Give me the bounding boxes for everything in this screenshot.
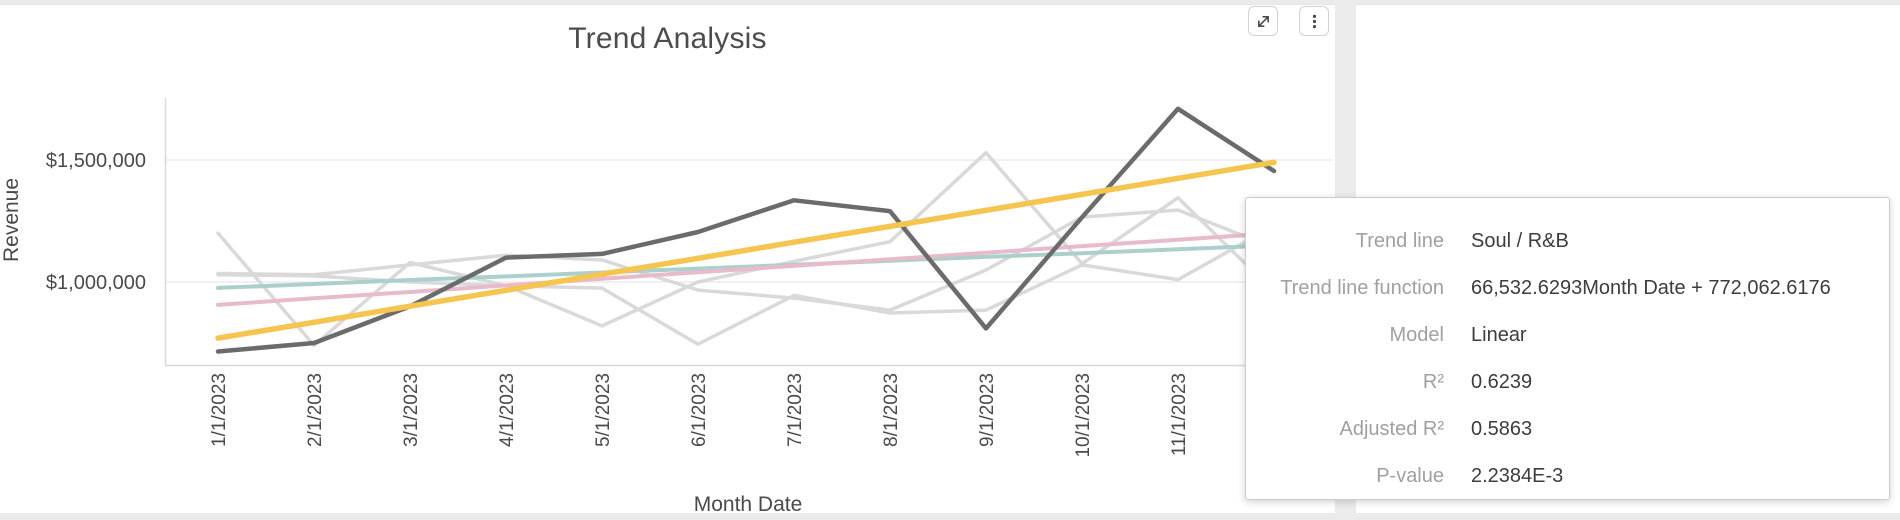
tooltip-row: Adjusted R² 0.5863 [1246,406,1889,453]
y-axis-title: Revenue [0,178,23,262]
x-tick-label: 11/1/2023 [1169,373,1190,456]
tooltip-value: Soul / R&B [1471,230,1569,252]
y-tick-label: $1,000,000 [46,272,146,294]
axes [164,98,1333,367]
tooltip-value: Linear [1471,324,1527,346]
tooltip-row: R² 0.6239 [1246,359,1889,406]
tooltip-label: P-value [1376,465,1444,487]
series-line-dimmed-2[interactable] [216,208,1276,312]
series-line-pink-trend[interactable] [216,231,1276,307]
trend-analysis-plot: $1,500,000 $1,000,000 Revenue Month Date… [0,98,1333,516]
expand-icon [1255,13,1272,30]
x-axis-title: Month Date [694,493,803,516]
more-options-button[interactable] [1299,6,1329,36]
chart-title: Trend Analysis [568,22,767,55]
x-tick-label: 5/1/2023 [593,373,614,447]
trend-analysis-card [0,4,1335,513]
x-tick-label: 4/1/2023 [497,373,518,447]
x-tick-label: 1/1/2023 [209,373,230,447]
tooltip-label: Adjusted R² [1339,418,1445,440]
x-tick-label: 7/1/2023 [785,373,806,447]
tooltip-label: R² [1422,371,1444,393]
gridlines [166,159,1333,283]
tooltip-row: Model Linear [1246,312,1889,359]
tooltip-value: 2.2384E-3 [1471,465,1564,487]
tooltip-value: 0.5863 [1471,418,1533,440]
series-lines [215,106,1277,354]
x-tick-label: 3/1/2023 [401,373,422,447]
series-line-soul-rnb-trend[interactable] [215,159,1277,341]
tooltip-row: P-value 2.2384E-3 [1246,453,1889,500]
series-line-soul-rnb[interactable] [215,106,1277,354]
x-tick-label: 10/1/2023 [1073,373,1094,458]
x-tick-label: 6/1/2023 [689,373,710,447]
tooltip-label: Trend line [1355,230,1444,252]
tooltip-value: 66,532.6293Month Date + 772,062.6176 [1471,277,1831,299]
trend-line-tooltip: Trend line Soul / R&B Trend line functio… [1245,197,1890,500]
x-axis-tick-labels: 1/1/2023 2/1/2023 3/1/2023 4/1/2023 5/1/2023… [209,373,1190,458]
x-tick-label: 2/1/2023 [305,373,326,447]
tooltip-row: Trend line function 66,532.6293Month Dat… [1246,265,1889,312]
tooltip-label: Model [1389,324,1444,346]
series-line-teal-trend[interactable] [216,243,1276,290]
tooltip-value: 0.6239 [1471,371,1533,393]
y-tick-label: $1,500,000 [46,150,146,172]
tooltip-label: Trend line function [1280,277,1444,299]
x-tick-label: 9/1/2023 [977,373,998,447]
vertical-ellipsis-icon [1306,13,1323,30]
x-tick-label: 8/1/2023 [881,373,902,447]
tooltip-row: Trend line Soul / R&B [1246,218,1889,265]
expand-button[interactable] [1248,6,1278,36]
